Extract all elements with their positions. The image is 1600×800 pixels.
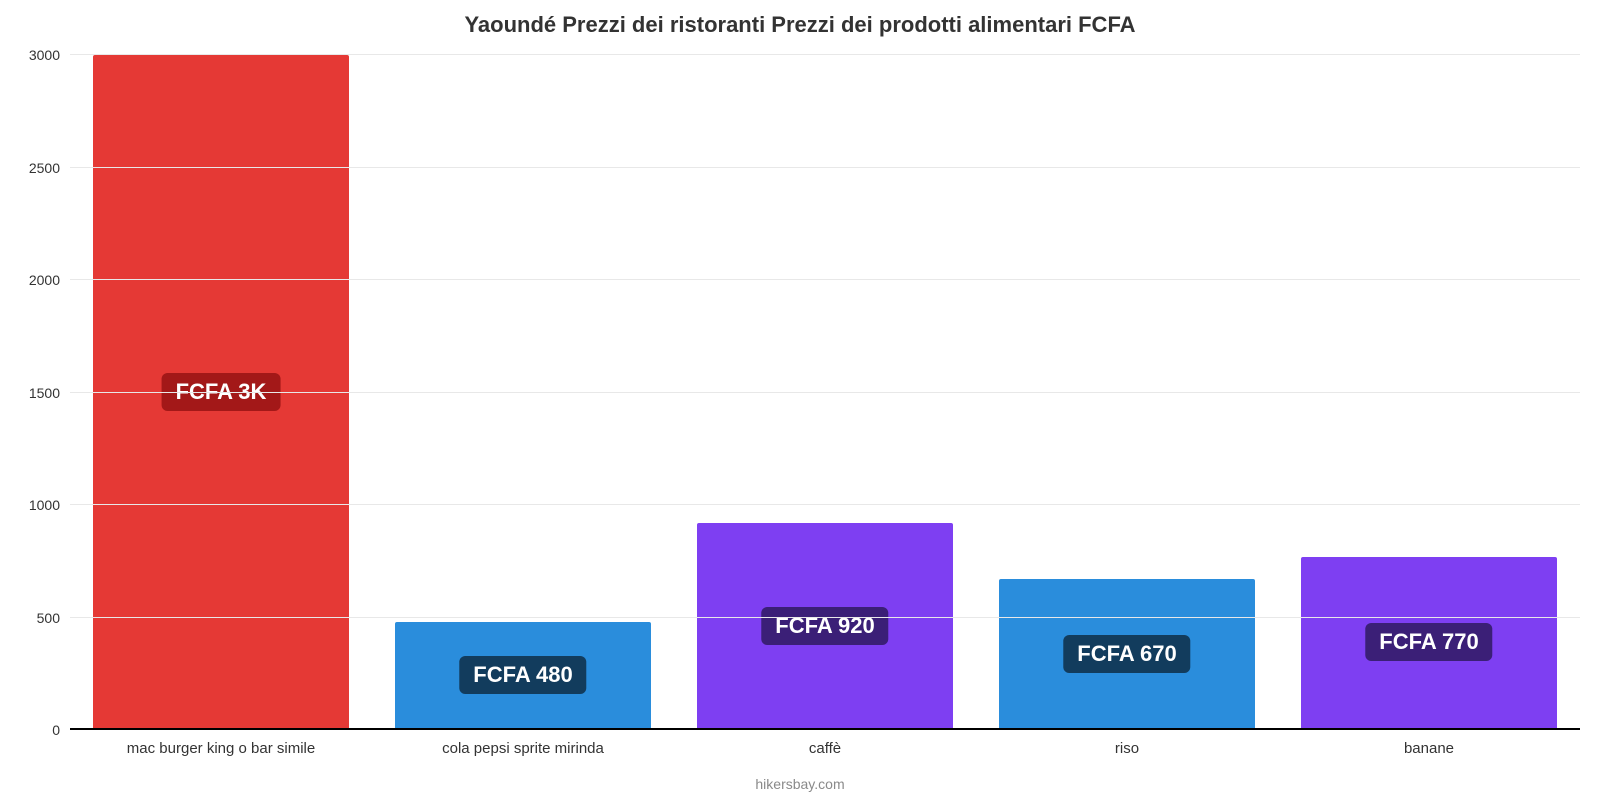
value-badge: FCFA 480 [459, 656, 586, 694]
gridline [70, 617, 1580, 618]
value-badge: FCFA 670 [1063, 635, 1190, 673]
y-axis-label: 0 [52, 722, 70, 738]
gridline [70, 167, 1580, 168]
bar: FCFA 770 [1301, 557, 1558, 730]
gridline [70, 279, 1580, 280]
y-axis-label: 1000 [29, 497, 70, 513]
bar: FCFA 920 [697, 523, 954, 730]
bars-container: FCFA 3Kmac burger king o bar simileFCFA … [70, 55, 1580, 730]
gridline [70, 504, 1580, 505]
x-axis-baseline [70, 728, 1580, 730]
x-axis-label: banane [1404, 730, 1454, 757]
value-badge: FCFA 920 [761, 607, 888, 645]
x-axis-label: mac burger king o bar simile [127, 730, 315, 757]
gridline [70, 392, 1580, 393]
bar: FCFA 3K [93, 55, 350, 730]
bar-slot: FCFA 770banane [1278, 55, 1580, 730]
y-axis-label: 500 [37, 610, 70, 626]
bar: FCFA 670 [999, 579, 1256, 730]
chart-title: Yaoundé Prezzi dei ristoranti Prezzi dei… [0, 12, 1600, 38]
plot-area: FCFA 3Kmac burger king o bar simileFCFA … [70, 55, 1580, 730]
bar-slot: FCFA 480cola pepsi sprite mirinda [372, 55, 674, 730]
y-axis-label: 2000 [29, 272, 70, 288]
value-badge: FCFA 770 [1365, 623, 1492, 661]
bar: FCFA 480 [395, 622, 652, 730]
x-axis-label: cola pepsi sprite mirinda [442, 730, 604, 757]
bar-slot: FCFA 920caffè [674, 55, 976, 730]
x-axis-label: caffè [809, 730, 841, 757]
y-axis-label: 3000 [29, 47, 70, 63]
x-axis-label: riso [1115, 730, 1139, 757]
chart-source-footer: hikersbay.com [0, 776, 1600, 792]
bar-slot: FCFA 670riso [976, 55, 1278, 730]
bar-slot: FCFA 3Kmac burger king o bar simile [70, 55, 372, 730]
y-axis-label: 1500 [29, 385, 70, 401]
price-bar-chart: Yaoundé Prezzi dei ristoranti Prezzi dei… [0, 0, 1600, 800]
gridline [70, 54, 1580, 55]
y-axis-label: 2500 [29, 160, 70, 176]
